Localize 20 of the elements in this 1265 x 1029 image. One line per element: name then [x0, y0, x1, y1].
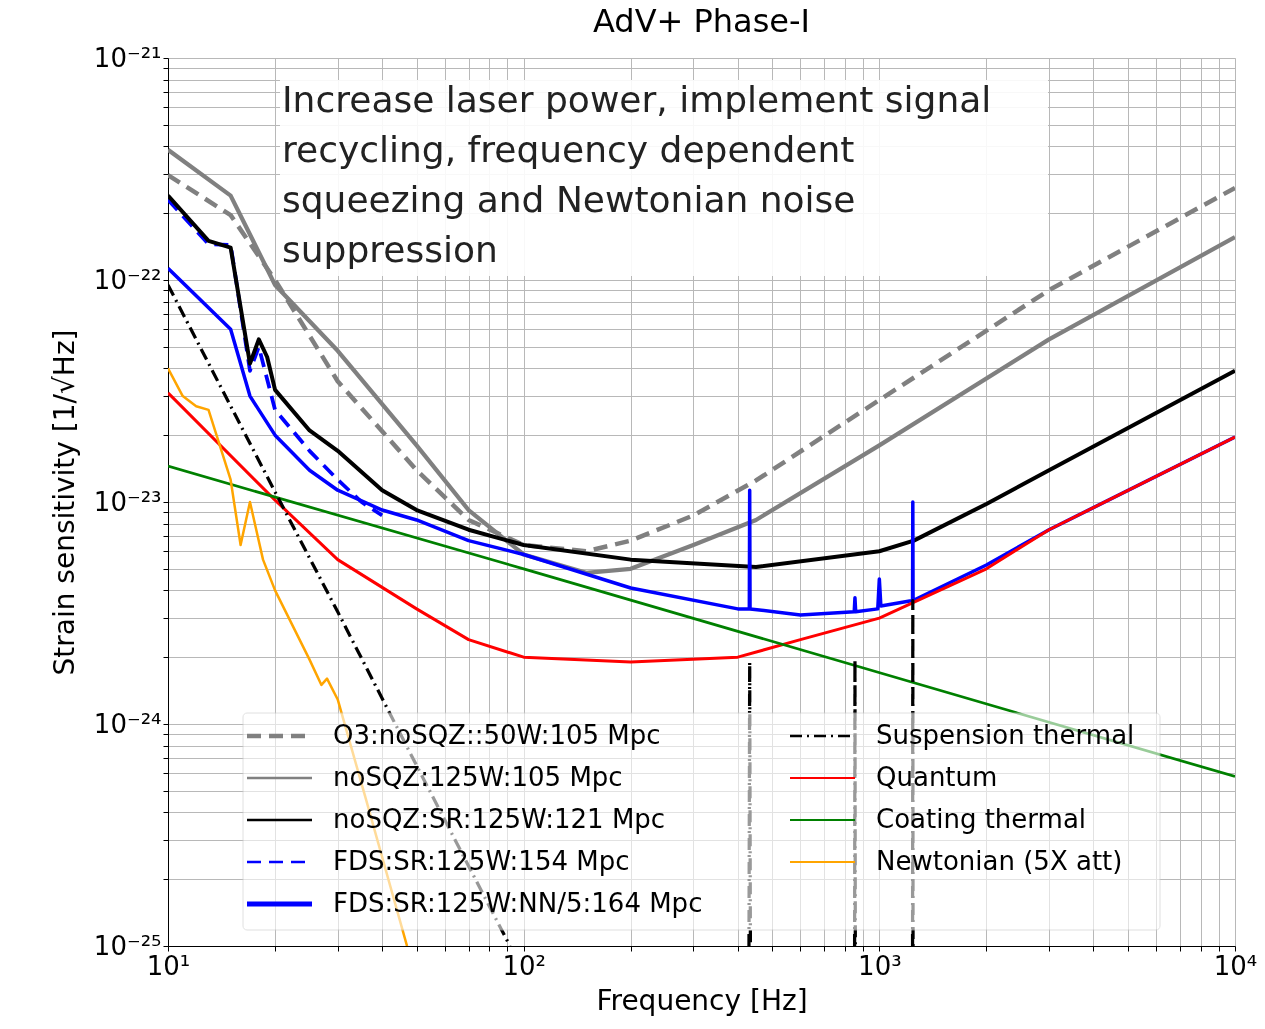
y-axis-title: Strain sensitivity [1/√Hz] [47, 329, 81, 676]
legend-label: Newtonian (5X att) [876, 846, 1123, 876]
legend-label: Quantum [876, 762, 998, 792]
y-tick-label: 10⁻²⁴ [93, 708, 162, 739]
x-axis-title: Frequency [Hz] [596, 983, 808, 1017]
legend-label: FDS:SR:125W:NN/5:164 Mpc [333, 888, 703, 918]
legend-label: noSQZ:125W:105 Mpc [333, 762, 623, 792]
legend-label: O3:noSQZ::50W:105 Mpc [333, 720, 661, 750]
x-tick-label: 10³ [858, 950, 902, 981]
y-tick-label: 10⁻²³ [93, 486, 162, 517]
y-tick-label: 10⁻²¹ [93, 42, 162, 73]
x-tick-label: 10² [502, 950, 546, 981]
legend-label: FDS:SR:125W:154 Mpc [333, 846, 630, 876]
legend-label: Suspension thermal [876, 720, 1135, 750]
legend-label: Coating thermal [876, 804, 1087, 834]
chart-title: AdV+ Phase-I [592, 2, 811, 40]
y-tick-label: 10⁻²² [93, 264, 162, 295]
annotation: Increase laser power, implement signal recycling, frequency dependent squeezing and Newtonian noise suppression [282, 79, 992, 270]
x-tick-label: 10⁴ [1213, 950, 1258, 981]
legend-label: noSQZ:SR:125W:121 Mpc [333, 804, 666, 834]
